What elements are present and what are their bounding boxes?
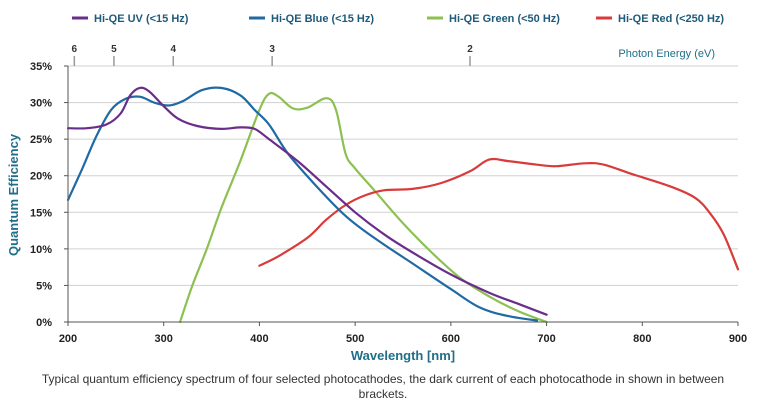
series-line-3	[258, 157, 740, 271]
x-tick-label: 900	[729, 333, 747, 345]
grid-lines: 0% 5% 10% 15% 20% 25% 30% 35%	[30, 61, 738, 329]
y-tick-label: 5%	[36, 280, 52, 292]
figure-caption: Typical quantum efficiency spectrum of f…	[41, 372, 725, 401]
top-axis-title: Photon Energy (eV)	[618, 48, 715, 60]
series-lines	[66, 86, 740, 324]
x-tick-label: 600	[442, 333, 460, 345]
legend-label: Hi-QE UV (<15 Hz)	[94, 13, 189, 25]
x-axis-title: Wavelength [nm]	[351, 348, 455, 363]
series-line-2	[178, 91, 548, 324]
x-tick-label: 700	[537, 333, 555, 345]
top-tick-label: 4	[171, 44, 177, 55]
x-tick-label: 800	[633, 333, 651, 345]
y-tick-label: 0%	[36, 317, 52, 329]
photon-energy-axis: 6 5 4 3 2	[72, 44, 473, 66]
y-tick-label: 15%	[30, 207, 52, 219]
legend-label: Hi-QE Blue (<15 Hz)	[271, 13, 374, 25]
legend-label: Hi-QE Red (<250 Hz)	[618, 13, 724, 25]
top-tick-label: 3	[269, 44, 275, 55]
top-tick-label: 5	[111, 44, 117, 55]
x-tick-label: 500	[346, 333, 364, 345]
x-tick-label: 400	[250, 333, 268, 345]
y-tick-label: 25%	[30, 134, 52, 146]
y-tick-label: 30%	[30, 98, 52, 110]
top-tick-label: 6	[72, 44, 78, 55]
y-tick-label: 10%	[30, 244, 52, 256]
top-tick-label: 2	[467, 44, 473, 55]
legend: Hi-QE UV (<15 Hz) Hi-QE Blue (<15 Hz) Hi-Q…	[72, 13, 724, 25]
y-tick-label: 35%	[30, 61, 52, 73]
series-line-0	[66, 86, 548, 316]
y-tick-label: 20%	[30, 171, 52, 183]
axes: 200 300 400 500 600 700 800 900	[59, 65, 747, 345]
x-tick-label: 300	[155, 333, 173, 345]
legend-label: Hi-QE Green (<50 Hz)	[449, 13, 560, 25]
x-tick-label: 200	[59, 333, 77, 345]
y-axis-title: Quantum Efficiency	[6, 133, 21, 256]
series-line-1	[66, 86, 539, 322]
